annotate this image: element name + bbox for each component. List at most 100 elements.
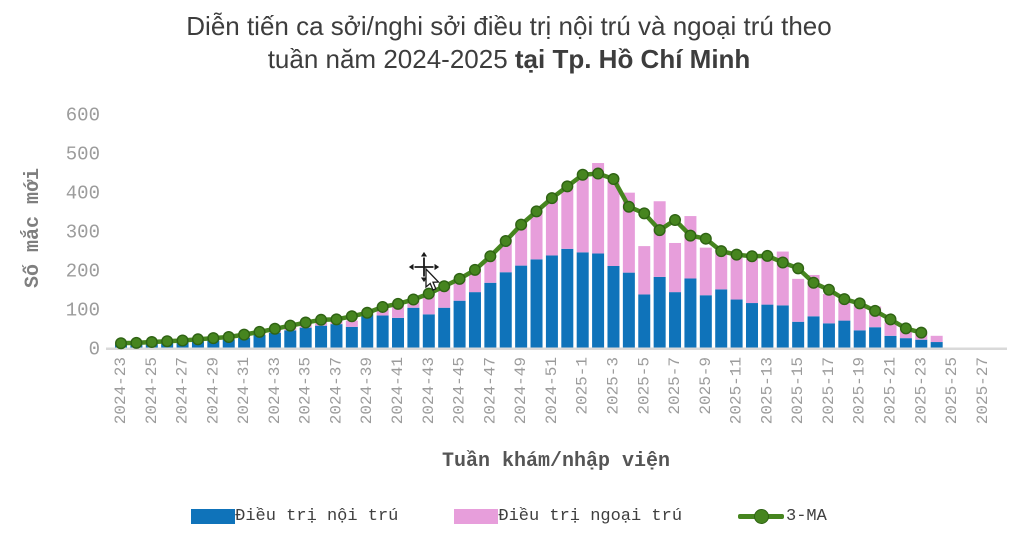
x-tick-label: 2024-47 — [481, 357, 499, 424]
ma-point — [622, 200, 635, 213]
legend-label-3ma: 3-MA — [786, 507, 827, 526]
bar-ngoai-tru — [468, 271, 481, 293]
chart-legend: Điều trị nội trú Điều trị ngoại trú 3-MA — [0, 507, 1018, 526]
bar-noi-tru — [468, 292, 481, 348]
bar-ngoai-tru — [453, 278, 466, 301]
bar-noi-tru — [869, 327, 882, 348]
bar-noi-tru — [299, 327, 312, 348]
x-tick-label: 2025-17 — [820, 357, 838, 424]
ma-point — [576, 168, 589, 181]
bar-noi-tru — [807, 316, 820, 348]
mouse-cursor — [407, 250, 441, 291]
y-tick-label: 400 — [66, 183, 100, 205]
bar-noi-tru — [715, 289, 728, 348]
ma-point — [715, 245, 728, 258]
ma-point — [530, 205, 543, 218]
bar-noi-tru — [930, 342, 943, 348]
ma-point — [438, 280, 451, 293]
bar-noi-tru — [915, 339, 928, 348]
bar-ngoai-tru — [761, 257, 774, 305]
bar-noi-tru — [253, 335, 266, 348]
x-tick-label: 2024-37 — [327, 357, 345, 424]
bar-ngoai-tru — [730, 252, 743, 300]
bar-noi-tru — [792, 321, 805, 348]
legend-swatch-noi-tru-icon — [191, 509, 236, 524]
bar-ngoai-tru — [684, 216, 697, 279]
bar-ngoai-tru — [838, 299, 851, 321]
bar-ngoai-tru — [545, 198, 558, 256]
ma-point — [176, 334, 189, 347]
bar-ngoai-tru — [669, 242, 682, 293]
ma-point — [607, 173, 620, 186]
ma-point — [515, 218, 528, 231]
ma-point — [684, 229, 697, 242]
ma-point — [114, 337, 127, 350]
bar-noi-tru — [684, 278, 697, 348]
bar-noi-tru — [515, 265, 528, 348]
y-tick-label: 100 — [66, 300, 100, 322]
x-tick-label: 2024-25 — [143, 357, 161, 424]
bar-noi-tru — [745, 303, 758, 348]
bar-noi-tru — [776, 305, 789, 348]
ma-point — [884, 313, 897, 326]
x-tick-label: 2025-21 — [882, 357, 900, 424]
bar-noi-tru — [853, 330, 866, 348]
ma-point — [638, 207, 651, 220]
bar-noi-tru — [407, 307, 420, 348]
bar-ngoai-tru — [853, 303, 866, 331]
bar-ngoai-tru — [345, 320, 358, 327]
ma-point — [161, 335, 174, 348]
ma-point — [484, 250, 497, 263]
ma-point — [284, 319, 297, 332]
chart-title-line2: tuần năm 2024-2025 tại Tp. Hồ Chí Minh — [267, 44, 751, 74]
ma-point — [561, 180, 574, 193]
ma-point — [653, 224, 666, 237]
bar-noi-tru — [884, 335, 897, 348]
bar-ngoai-tru — [699, 247, 712, 296]
ma-point — [838, 293, 851, 306]
x-tick-label: 2024-45 — [451, 357, 469, 424]
ma-point — [191, 333, 204, 346]
chart-title-line1: Diễn tiến ca sởi/nghi sởi điều trị nội t… — [186, 11, 832, 41]
ma-point — [238, 328, 251, 341]
bar-noi-tru — [530, 259, 543, 348]
ma-point — [407, 293, 420, 306]
ma-point — [361, 306, 374, 319]
y-tick-label: 600 — [66, 105, 100, 127]
bar-noi-tru — [838, 320, 851, 348]
bar-noi-tru — [669, 292, 682, 348]
ma-point — [699, 232, 712, 245]
ma-point — [592, 167, 605, 180]
chart-title-location: tại Tp. Hồ Chí Minh — [514, 44, 751, 74]
legend-swatch-ngoai-tru-icon — [454, 509, 499, 524]
x-tick-label: 2025-23 — [912, 357, 930, 424]
bar-ngoai-tru — [792, 278, 805, 322]
bar-noi-tru — [545, 255, 558, 348]
bar-ngoai-tru — [638, 246, 651, 295]
ma-point — [899, 322, 912, 335]
bar-noi-tru — [392, 317, 405, 348]
ma-point — [761, 249, 774, 262]
bar-noi-tru — [345, 326, 358, 348]
ma-point — [345, 310, 358, 323]
bar-ngoai-tru — [561, 184, 574, 249]
ma-point — [807, 276, 820, 289]
x-tick-label: 2025-25 — [943, 357, 961, 424]
bar-noi-tru — [638, 294, 651, 348]
x-tick-label: 2024-29 — [204, 357, 222, 424]
legend-label-ngoai-tru: Điều trị ngoại trú — [498, 507, 683, 526]
ma-point — [545, 192, 558, 205]
ma-point — [853, 297, 866, 310]
ma-point — [499, 235, 512, 248]
ma-point — [299, 316, 312, 329]
ma-point — [222, 330, 235, 343]
bar-noi-tru — [607, 265, 620, 348]
bar-ngoai-tru — [622, 192, 635, 273]
bar-ngoai-tru — [607, 180, 620, 266]
legend-label-noi-tru: Điều trị nội trú — [235, 507, 399, 526]
legend-item-3ma: 3-MA — [738, 507, 827, 526]
bar-noi-tru — [422, 314, 435, 348]
ma-point — [915, 326, 928, 339]
